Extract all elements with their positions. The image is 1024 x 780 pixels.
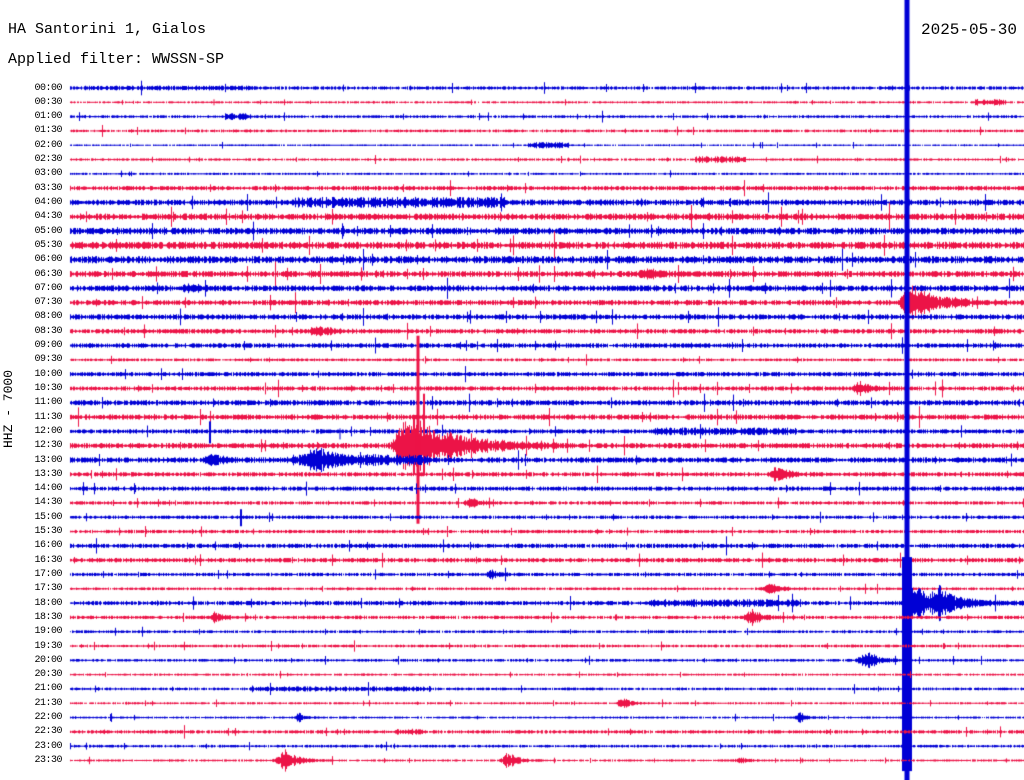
row-time-label: 13:30 <box>34 468 62 480</box>
applied-filter-label: Applied filter: WWSSN-SP <box>8 51 225 68</box>
row-time-label: 08:00 <box>34 311 62 323</box>
row-time-label: 02:00 <box>34 139 62 151</box>
row-time-label: 01:00 <box>34 111 62 123</box>
row-time-label: 20:00 <box>34 654 62 666</box>
row-time-label: 12:00 <box>34 425 62 437</box>
row-time-label: 10:00 <box>34 368 62 380</box>
row-time-label: 11:00 <box>34 397 62 409</box>
row-time-label: 11:30 <box>34 411 62 423</box>
row-time-label: 21:30 <box>34 697 62 709</box>
row-time-label: 02:30 <box>34 154 62 166</box>
row-time-label: 23:00 <box>34 740 62 752</box>
row-time-label: 09:30 <box>34 354 62 366</box>
row-time-label: 17:30 <box>34 583 62 595</box>
row-time-label: 12:30 <box>34 440 62 452</box>
row-time-label: 05:30 <box>34 239 62 251</box>
row-time-label: 19:30 <box>34 640 62 652</box>
row-time-label: 07:30 <box>34 297 62 309</box>
row-time-label: 20:30 <box>34 669 62 681</box>
row-time-label: 14:30 <box>34 497 62 509</box>
row-time-label: 03:00 <box>34 168 62 180</box>
row-time-label: 21:00 <box>34 683 62 695</box>
row-time-label: 06:30 <box>34 268 62 280</box>
row-time-label: 01:30 <box>34 125 62 137</box>
row-time-label: 18:30 <box>34 611 62 623</box>
row-time-label: 19:00 <box>34 626 62 638</box>
row-time-label: 10:30 <box>34 382 62 394</box>
row-time-label: 16:30 <box>34 554 62 566</box>
row-time-label: 09:00 <box>34 340 62 352</box>
row-time-label: 17:00 <box>34 568 62 580</box>
row-time-label: 05:00 <box>34 225 62 237</box>
row-time-label: 07:00 <box>34 282 62 294</box>
row-time-label: 00:00 <box>34 82 62 94</box>
row-time-label: 16:00 <box>34 540 62 552</box>
row-time-label: 18:00 <box>34 597 62 609</box>
time-axis: 00:00 00:30 01:00 01:30 02:00 02:30 03:00 03:30… <box>0 0 62 780</box>
row-time-label: 00:30 <box>34 96 62 108</box>
row-time-label: 15:30 <box>34 526 62 538</box>
row-time-label: 08:30 <box>34 325 62 337</box>
row-time-label: 22:00 <box>34 712 62 724</box>
station-title: HA Santorini 1, Gialos <box>8 21 207 38</box>
row-time-label: 14:00 <box>34 483 62 495</box>
row-time-label: 15:00 <box>34 511 62 523</box>
row-time-label: 23:30 <box>34 754 62 766</box>
row-time-label: 22:30 <box>34 726 62 738</box>
row-time-label: 03:30 <box>34 182 62 194</box>
plot-date: 2025-05-30 <box>920 21 1017 39</box>
row-time-label: 13:00 <box>34 454 62 466</box>
row-time-label: 04:30 <box>34 211 62 223</box>
row-time-label: 04:00 <box>34 196 62 208</box>
row-time-label: 06:00 <box>34 254 62 266</box>
